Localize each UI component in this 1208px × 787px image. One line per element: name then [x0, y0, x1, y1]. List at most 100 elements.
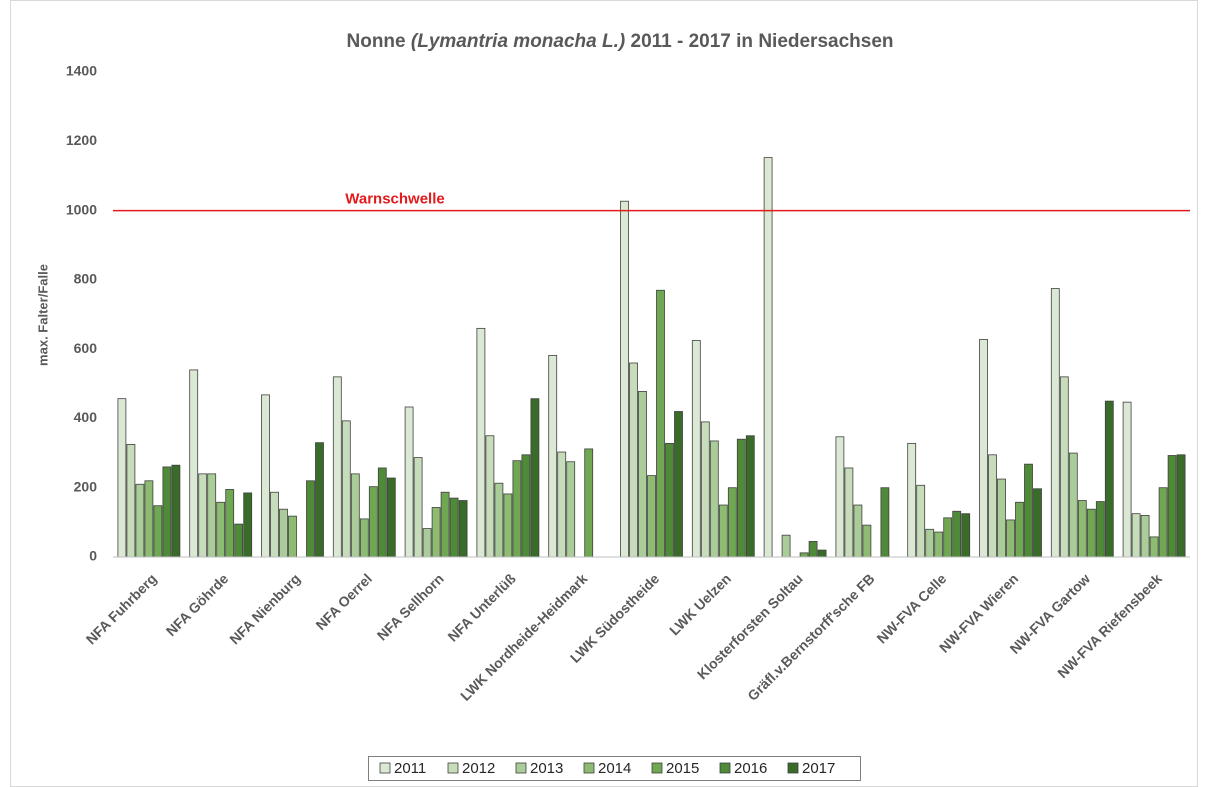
- bar: [799, 552, 809, 558]
- bar: [665, 442, 674, 558]
- bar: [1077, 500, 1087, 558]
- bar: [718, 504, 728, 558]
- legend-swatch: [719, 762, 731, 774]
- bar: [288, 515, 297, 558]
- bar: [485, 435, 495, 558]
- bar: [521, 454, 531, 558]
- bar: [781, 534, 791, 558]
- bar: [844, 467, 854, 558]
- bar: [306, 480, 315, 558]
- bar: [862, 524, 872, 558]
- x-tick-label: NFA Fuhrberg: [83, 570, 160, 647]
- bar: [988, 454, 997, 558]
- bar: [359, 518, 369, 558]
- x-tick-label: NFA Göhrde: [163, 570, 232, 639]
- bar: [835, 436, 845, 558]
- legend-label: 2011: [394, 760, 426, 777]
- legend-label: 2015: [666, 760, 699, 777]
- bar: [341, 420, 351, 558]
- bar: [880, 487, 890, 558]
- bar: [853, 504, 863, 558]
- legend-swatch: [583, 762, 595, 774]
- legend-swatch: [379, 762, 391, 774]
- bar: [709, 440, 719, 558]
- legend-label: 2017: [802, 760, 835, 777]
- bar: [763, 157, 773, 558]
- bar: [1086, 508, 1096, 558]
- bar: [647, 475, 656, 558]
- y-tick-label: 1000: [66, 201, 97, 217]
- bar: [1104, 400, 1114, 558]
- bar: [440, 491, 450, 558]
- bar: [979, 339, 988, 558]
- bar: [368, 486, 378, 558]
- bar: [808, 541, 818, 558]
- bar: [1131, 513, 1141, 558]
- bar: [261, 394, 270, 558]
- x-tick-label: NFA Unterlüß: [444, 570, 519, 645]
- bar: [1176, 454, 1186, 558]
- bar: [1059, 376, 1069, 558]
- y-tick-label: 200: [74, 478, 98, 494]
- bar: [1140, 515, 1150, 558]
- bar: [117, 398, 127, 558]
- legend-swatch: [515, 762, 527, 774]
- bar: [1158, 487, 1168, 558]
- y-axis-label: max. Falter/Falle: [35, 264, 50, 366]
- legend-label: 2014: [598, 760, 631, 777]
- bar: [1050, 288, 1060, 558]
- title-part: (Lymantria monacha L.): [411, 31, 625, 52]
- legend-label: 2013: [530, 760, 563, 777]
- y-tick-label: 800: [74, 271, 98, 287]
- bar: [1015, 501, 1024, 558]
- bar: [700, 421, 710, 558]
- bar: [207, 473, 217, 558]
- bar: [494, 482, 504, 558]
- title-part: Nonne: [347, 31, 406, 52]
- bar: [566, 461, 576, 558]
- bar: [476, 327, 486, 558]
- y-tick-label: 600: [74, 340, 98, 356]
- bar: [1167, 455, 1177, 558]
- legend-swatch: [447, 762, 459, 774]
- x-tick-label: NFA Oerrel: [312, 570, 375, 633]
- x-tick-label: NFA Nienburg: [226, 570, 303, 647]
- bar: [916, 484, 926, 558]
- bar: [404, 406, 414, 558]
- bar: [386, 477, 396, 558]
- bar: [216, 501, 226, 558]
- bar: [350, 473, 360, 558]
- bar: [377, 467, 387, 558]
- legend-label: 2012: [462, 760, 495, 777]
- bar: [997, 478, 1006, 558]
- bar: [144, 480, 154, 558]
- y-tick-label: 400: [74, 409, 98, 425]
- bar: [1122, 401, 1132, 558]
- legend-swatch: [651, 762, 663, 774]
- bar: [691, 340, 701, 558]
- bar: [315, 442, 324, 558]
- x-tick-label: LWK Uelzen: [666, 570, 734, 638]
- x-tick-label: NFA Sellhorn: [374, 570, 447, 643]
- bar: [584, 448, 594, 558]
- bar: [422, 528, 432, 558]
- chart-title: Nonne (Lymantria monacha L.) 2011 - 2017…: [347, 31, 894, 52]
- threshold-label: Warnschwelle: [345, 191, 444, 208]
- bar: [1068, 452, 1078, 558]
- bar: [620, 200, 629, 558]
- bar: [135, 483, 145, 558]
- bar: [638, 391, 647, 558]
- bar: [934, 531, 944, 558]
- bar: [943, 517, 953, 558]
- bar: [413, 457, 423, 558]
- bar: [557, 451, 567, 558]
- bar: [279, 508, 288, 558]
- bar: [171, 464, 181, 558]
- bar: [126, 444, 136, 558]
- bar: [332, 376, 342, 558]
- x-tick-label: Gräfl.v.Bernstorff'sche FB: [744, 570, 877, 703]
- legend-label: 2016: [734, 760, 767, 777]
- y-tick-label: 0: [89, 548, 97, 564]
- title-part: 2011 - 2017 in Niedersachsen: [631, 31, 894, 52]
